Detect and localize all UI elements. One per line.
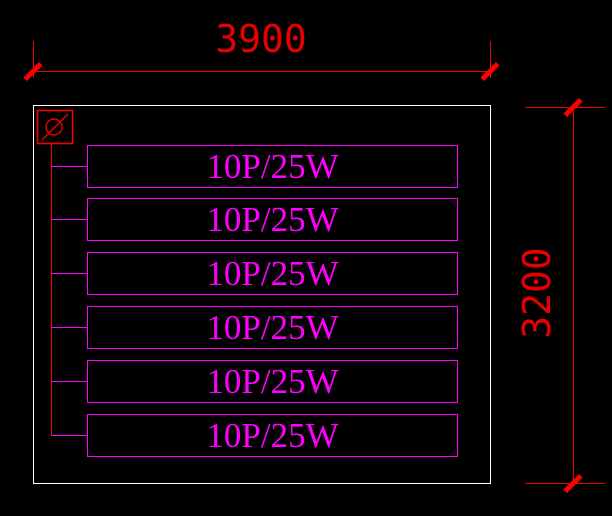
- dimension-line-top: [33, 71, 491, 72]
- fixture-label: 10P/25W: [206, 308, 339, 347]
- extension-line-right-bottom: [525, 483, 605, 484]
- fixture-label: 10P/25W: [206, 254, 339, 293]
- extension-line-top-right: [490, 41, 491, 78]
- fixture-row: 10P/25W: [87, 198, 458, 241]
- dimension-label-width: 3900: [215, 17, 307, 61]
- room-outline: [33, 105, 491, 484]
- fixture-label: 10P/25W: [206, 416, 339, 455]
- connector-line: [51, 435, 87, 436]
- dimension-line-right: [573, 107, 574, 484]
- fixture-label: 10P/25W: [206, 200, 339, 239]
- fixture-row: 10P/25W: [87, 306, 458, 349]
- connector-line: [51, 219, 87, 220]
- fixture-label: 10P/25W: [206, 147, 339, 186]
- extension-line-top-left: [33, 41, 34, 78]
- fixture-row: 10P/25W: [87, 145, 458, 188]
- fixture-label: 10P/25W: [206, 362, 339, 401]
- circle-slash-icon: [36, 109, 74, 145]
- connector-line: [51, 327, 87, 328]
- connector-line: [51, 273, 87, 274]
- feed-trunk-line: [51, 144, 52, 436]
- fixture-row: 10P/25W: [87, 414, 458, 457]
- connector-line: [51, 166, 87, 167]
- dimension-label-height: 3200: [515, 247, 559, 339]
- extension-line-right-top: [525, 107, 605, 108]
- fixture-row: 10P/25W: [87, 360, 458, 403]
- fixture-row: 10P/25W: [87, 252, 458, 295]
- connector-line: [51, 381, 87, 382]
